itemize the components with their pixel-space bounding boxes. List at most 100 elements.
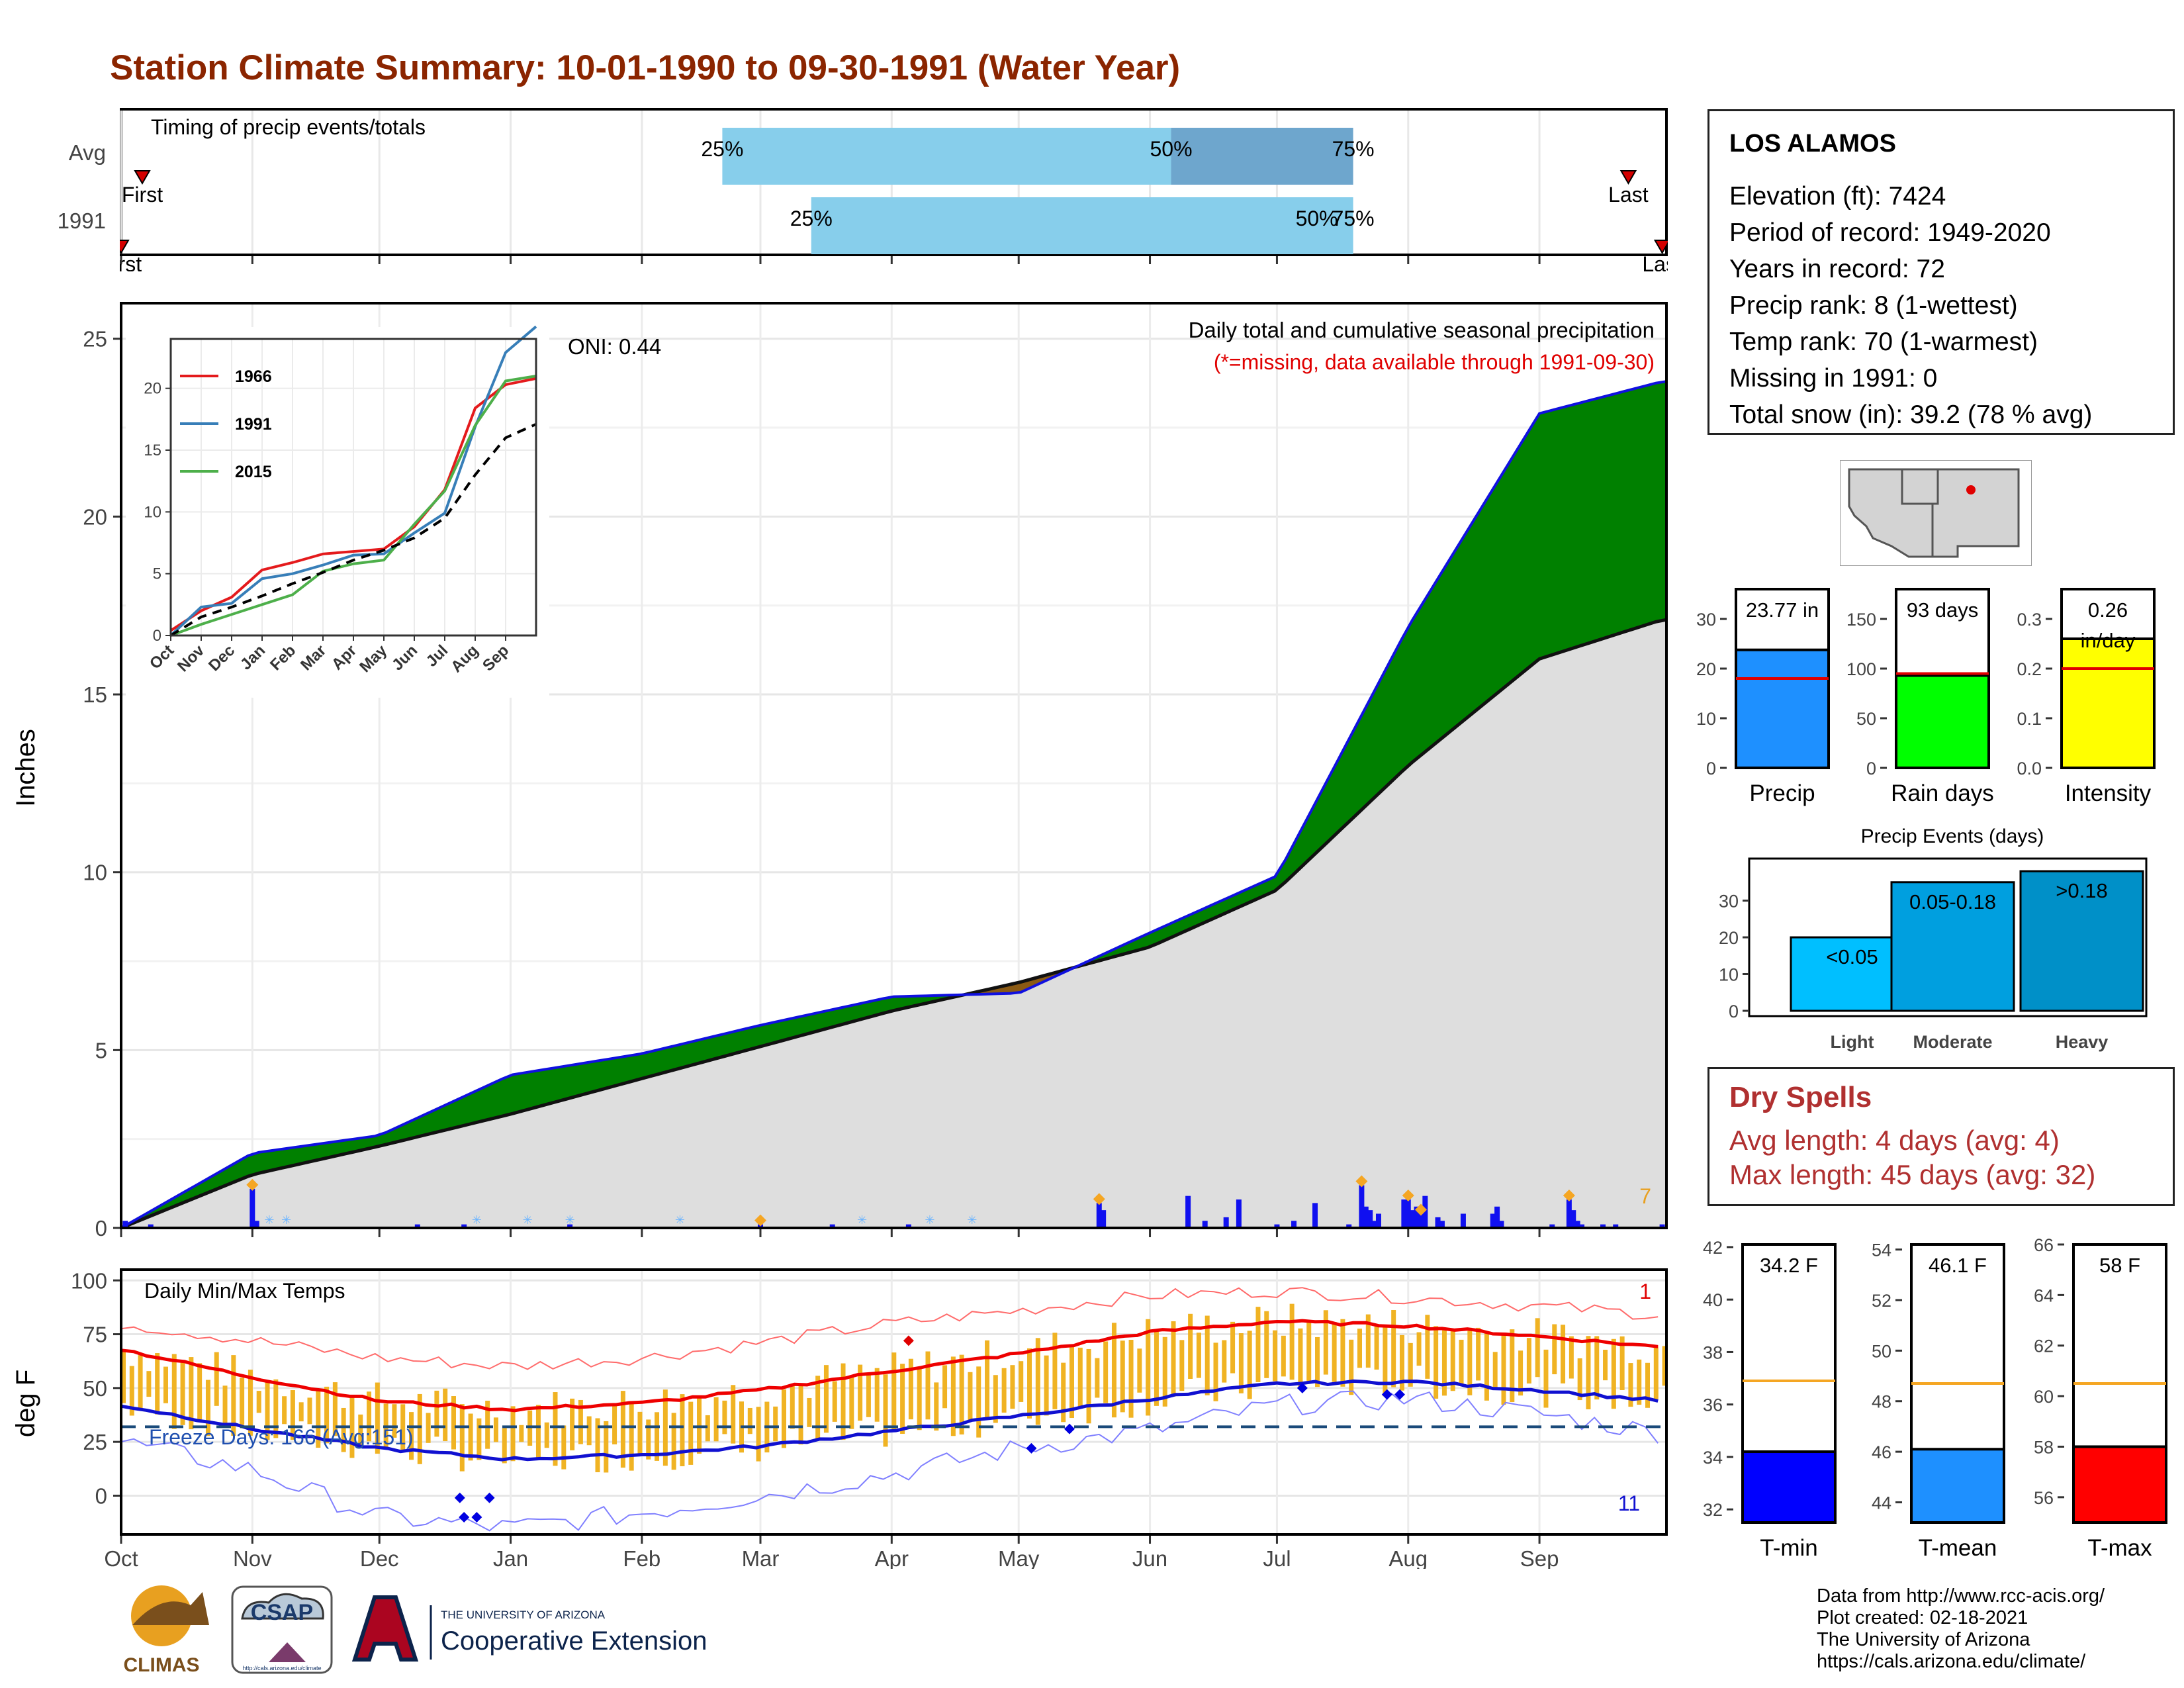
daily-temp-bar <box>256 1391 261 1413</box>
daily-temp-bar <box>1476 1327 1481 1381</box>
daily-temp-bar <box>1441 1329 1447 1396</box>
event-bar-text: >0.18 <box>2056 879 2107 902</box>
surplus-area <box>1592 396 1604 643</box>
daily-temp-bar <box>1662 1346 1667 1386</box>
daily-temp-bar <box>832 1381 837 1422</box>
event-category-label: Heavy <box>2056 1032 2109 1052</box>
timing-left-clip <box>0 99 120 271</box>
snow-marker-icon: ✳ <box>675 1213 685 1227</box>
daily-temp-bar <box>1357 1329 1362 1368</box>
daily-temp-bar <box>316 1390 321 1448</box>
first-event-marker-icon <box>134 170 151 185</box>
daily-temp-bar <box>1501 1335 1506 1405</box>
daily-temp-bar <box>1594 1336 1600 1400</box>
daily-precip-bar <box>1401 1199 1407 1228</box>
daily-temp-bar <box>815 1376 821 1440</box>
daily-temp-bar <box>1391 1309 1396 1387</box>
daily-temp-bar <box>620 1391 625 1468</box>
daily-temp-bar <box>1162 1336 1167 1407</box>
daily-temp-bar <box>1577 1358 1582 1401</box>
daily-precip-bar <box>148 1224 154 1228</box>
temp-ylabel: deg F <box>11 1370 40 1437</box>
summary-ytick-label: 10 <box>1696 709 1716 729</box>
daily-temp-bar <box>1450 1329 1455 1391</box>
daily-temp-bar <box>171 1354 177 1429</box>
daily-precip-bar <box>1579 1224 1585 1228</box>
surplus-area <box>1412 601 1424 763</box>
daily-precip-bar <box>1346 1224 1352 1228</box>
daily-temp-bar <box>612 1403 617 1444</box>
daily-temp-bar <box>265 1382 270 1440</box>
daily-temp-bar <box>747 1407 752 1434</box>
surplus-area <box>1539 410 1551 659</box>
daily-precip-bar <box>1498 1221 1504 1228</box>
month-tick-label: Jan <box>493 1546 528 1569</box>
daily-temp-bar <box>1154 1330 1159 1406</box>
summary-label: Precip <box>1749 780 1815 806</box>
daily-temp-bar <box>1213 1342 1218 1401</box>
station-marker-icon <box>1966 485 1976 494</box>
inset-ytick-label: 10 <box>144 503 161 521</box>
daily-temp-bar <box>248 1370 253 1436</box>
daily-precip-bar <box>1410 1210 1416 1228</box>
daily-temp-bar <box>290 1390 295 1440</box>
surplus-area <box>1443 549 1455 737</box>
daily-precip-bar <box>414 1224 420 1228</box>
daily-temp-bar <box>1332 1322 1337 1382</box>
daily-temp-bar <box>1001 1368 1007 1413</box>
daily-temp-bar <box>1603 1350 1608 1381</box>
timing-q50-avg: 50% <box>1150 137 1192 161</box>
daily-temp-bar <box>925 1351 931 1420</box>
timing-q75-avg: 75% <box>1332 137 1375 161</box>
daily-temp-bar <box>510 1406 516 1462</box>
precip-ytick-label: 15 <box>83 682 107 707</box>
surplus-area <box>1475 498 1487 712</box>
precip-ytick-label: 25 <box>83 327 107 352</box>
daily-temp-bar <box>1111 1323 1116 1418</box>
daily-precip-bar <box>1375 1213 1381 1228</box>
month-tick-label: Aug <box>1388 1546 1428 1569</box>
daily-temp-bar <box>629 1403 634 1471</box>
daily-temp-bar <box>646 1419 651 1460</box>
surplus-area <box>1518 429 1529 677</box>
record-min-line <box>120 1390 1659 1532</box>
inset-legend-label: 1966 <box>235 367 272 386</box>
daily-temp-bar <box>1052 1333 1058 1409</box>
temp-ytick-label: 100 <box>71 1268 107 1293</box>
timing-last-avg: Last <box>1608 183 1649 207</box>
summary-value-text: 23.77 in <box>1746 598 1819 622</box>
summary-ytick-label: 62 <box>2034 1336 2054 1356</box>
daily-temp-bar <box>578 1399 583 1444</box>
precip-ytick-label: 20 <box>83 504 107 529</box>
daily-temp-bar <box>434 1390 439 1437</box>
daily-temp-bar <box>240 1378 245 1425</box>
daily-precip-bar <box>1460 1213 1466 1228</box>
summary-value-text: 34.2 F <box>1760 1254 1818 1277</box>
summary-label: Rain days <box>1891 780 1994 806</box>
daily-temp-bar <box>367 1391 372 1442</box>
daily-temp-bar <box>1416 1332 1422 1366</box>
daily-temp-bar <box>680 1394 685 1467</box>
dry-spells-box: Dry Spells Avg length: 4 days (avg: 4) M… <box>1707 1067 2175 1206</box>
daily-temp-bar <box>976 1366 981 1438</box>
summary-label: T-min <box>1760 1535 1818 1561</box>
dry-spells-title: Dry Spells <box>1729 1081 1872 1113</box>
summary-ytick-label: 0.1 <box>2017 709 2042 729</box>
daily-temp-bar <box>570 1398 575 1450</box>
daily-temp-bar <box>781 1389 786 1448</box>
daily-precip-bar <box>461 1224 467 1228</box>
surplus-area <box>1496 463 1508 694</box>
daily-precip-bar <box>1185 1196 1191 1228</box>
record-low-marker-icon <box>471 1511 482 1523</box>
utah-south-shape <box>1901 468 1939 505</box>
heavy-event-marker-icon <box>1355 1175 1368 1188</box>
average-max-line <box>120 1319 1659 1413</box>
inset-series-line <box>170 375 537 637</box>
daily-temp-bar <box>586 1416 592 1446</box>
daily-temp-bar <box>637 1411 643 1456</box>
daily-precip-bar <box>829 1224 835 1228</box>
timing-row-avg-label: Avg <box>69 140 106 165</box>
daily-precip-bar <box>1274 1224 1280 1228</box>
timing-q25-avg: 25% <box>701 137 743 161</box>
daily-temp-bar <box>798 1383 803 1445</box>
